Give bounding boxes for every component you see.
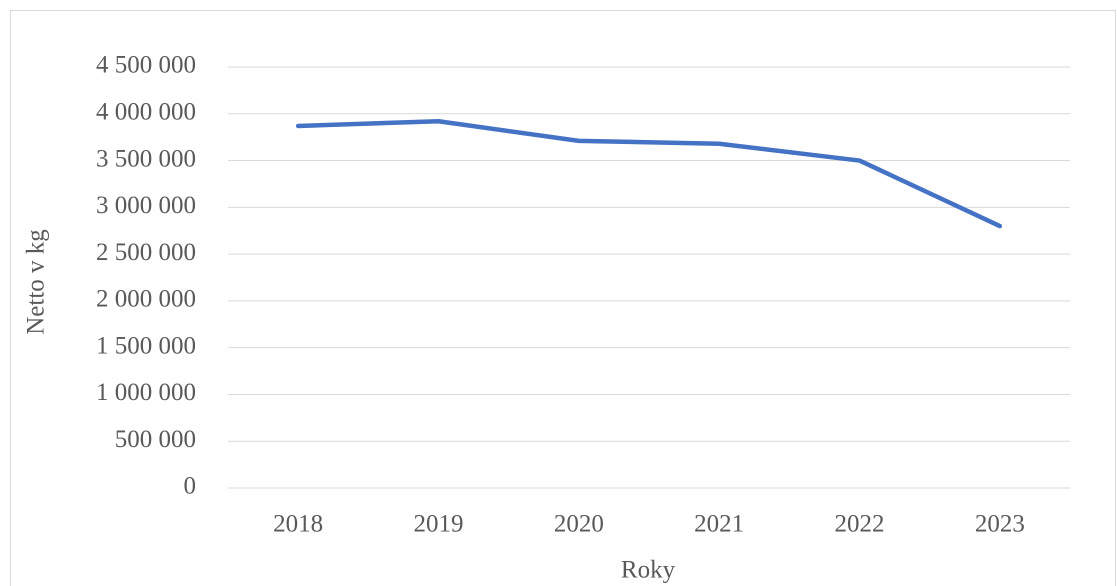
chart-frame	[10, 10, 1116, 586]
x-axis-title: Roky	[621, 557, 676, 584]
y-tick-label: 500 000	[115, 426, 196, 453]
x-tick-label: 2021	[694, 511, 744, 538]
y-tick-label: 3 000 000	[96, 192, 196, 219]
x-tick-label: 2018	[273, 511, 323, 538]
y-tick-label: 1 000 000	[96, 379, 196, 406]
y-tick-label: 4 500 000	[96, 52, 196, 79]
x-tick-label: 2020	[554, 511, 604, 538]
y-axis-title: Netto v kg	[23, 229, 50, 335]
x-tick-label: 2023	[975, 511, 1025, 538]
y-tick-label: 0	[184, 473, 197, 500]
y-tick-label: 1 500 000	[96, 332, 196, 359]
x-tick-label: 2019	[414, 511, 464, 538]
y-tick-label: 3 500 000	[96, 145, 196, 172]
line-series	[295, 119, 1003, 229]
y-tick-label: 4 000 000	[96, 99, 196, 126]
y-tick-label: 2 500 000	[96, 239, 196, 266]
x-tick-label: 2022	[835, 511, 885, 538]
y-tick-label: 2 000 000	[96, 286, 196, 313]
